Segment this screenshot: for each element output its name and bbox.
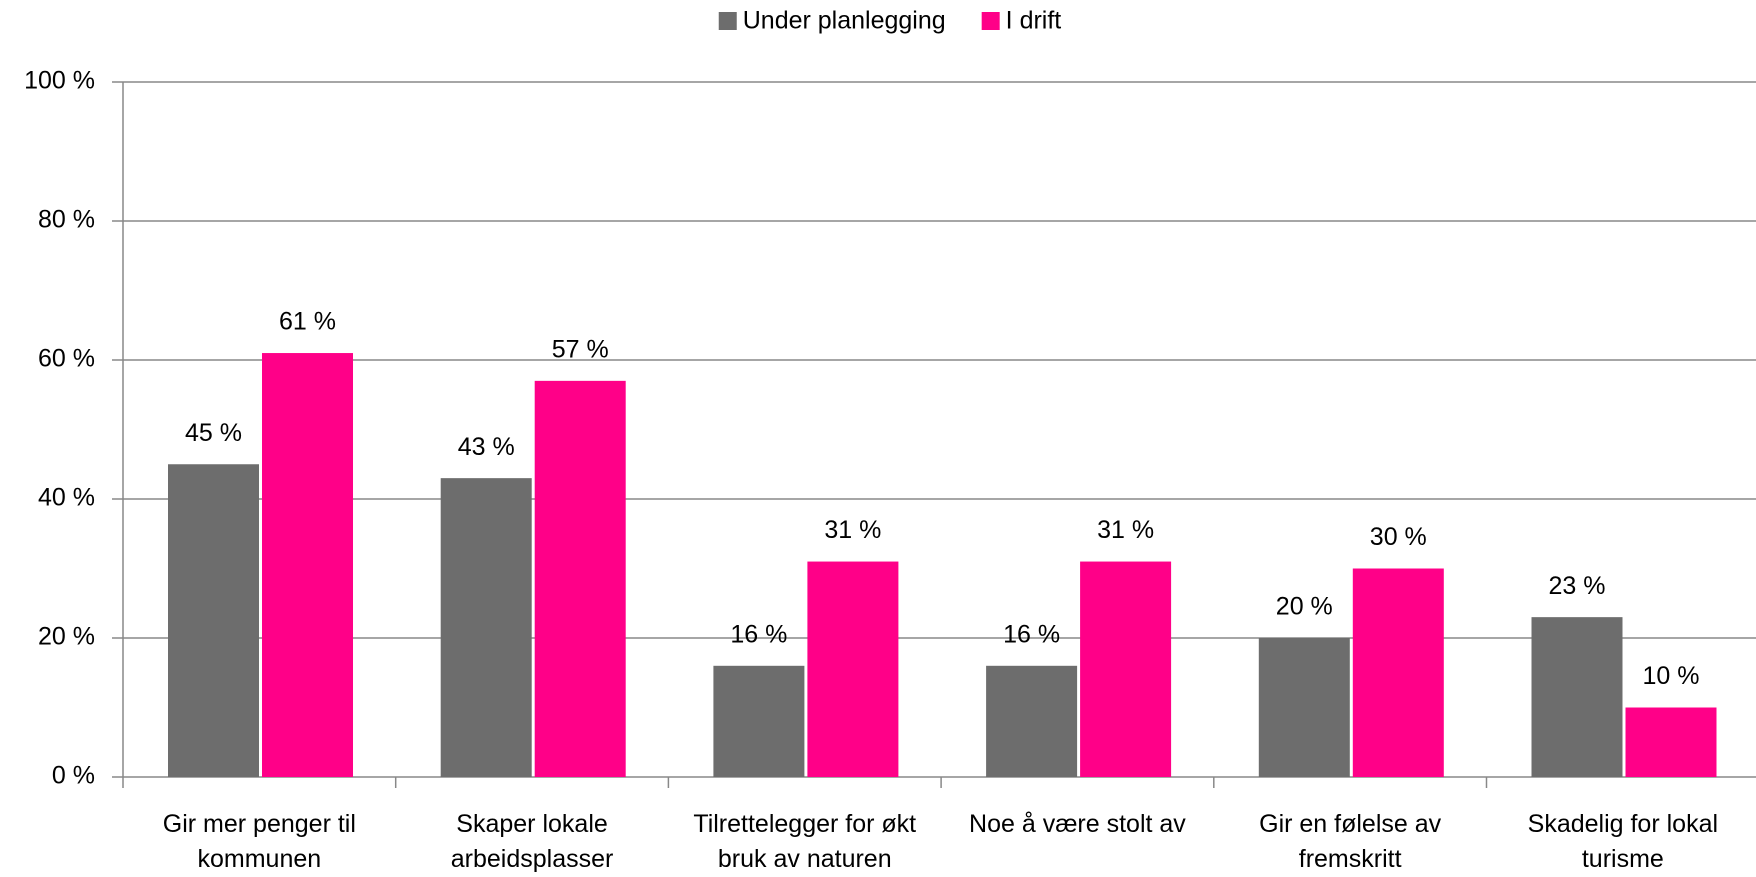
x-tick-label: Tilrettelegger for økt bruk av naturen xyxy=(693,810,917,873)
bar xyxy=(1080,561,1172,777)
data-label: 20 % xyxy=(1276,593,1333,621)
y-tick-label: 0 % xyxy=(52,762,95,790)
y-tick-label: 20 % xyxy=(38,623,95,651)
x-tick-label: Noe å være stolt av xyxy=(969,810,1186,838)
bar xyxy=(807,561,899,777)
data-label: 23 % xyxy=(1549,572,1606,600)
data-label: 45 % xyxy=(185,419,242,447)
bar xyxy=(1352,568,1444,777)
bar xyxy=(262,353,353,777)
legend-swatch xyxy=(718,12,737,30)
y-tick-label: 100 % xyxy=(24,67,95,95)
data-label: 43 % xyxy=(458,433,515,461)
bar xyxy=(986,665,1078,777)
bar xyxy=(440,478,532,777)
y-tick-label: 60 % xyxy=(38,345,95,373)
y-tick-label: 40 % xyxy=(38,484,95,512)
legend-label: Under planlegging xyxy=(743,7,946,35)
legend-swatch xyxy=(981,12,1000,30)
bar xyxy=(1258,638,1350,777)
legend-label: I drift xyxy=(1006,7,1062,35)
data-label: 61 % xyxy=(279,308,336,336)
x-tick-label: Skaper lokale arbeidsplasser xyxy=(450,810,614,873)
data-label: 10 % xyxy=(1643,662,1700,690)
data-label: 31 % xyxy=(1097,516,1154,544)
data-label: 30 % xyxy=(1370,523,1427,551)
data-label: 16 % xyxy=(1003,620,1060,648)
x-tick-label: Skadelig for lokal turisme xyxy=(1527,810,1719,873)
bar xyxy=(1531,617,1623,777)
bar xyxy=(713,665,805,777)
data-label: 57 % xyxy=(552,335,609,363)
x-tick-label: Gir mer penger til kommunen xyxy=(162,810,356,873)
bar xyxy=(168,464,259,777)
data-label: 16 % xyxy=(730,620,787,648)
y-tick-label: 80 % xyxy=(38,206,95,234)
bar xyxy=(1625,707,1717,777)
bar xyxy=(534,380,626,777)
x-tick-label: Gir en følelse av fremskritt xyxy=(1259,810,1442,873)
data-label: 31 % xyxy=(824,516,881,544)
